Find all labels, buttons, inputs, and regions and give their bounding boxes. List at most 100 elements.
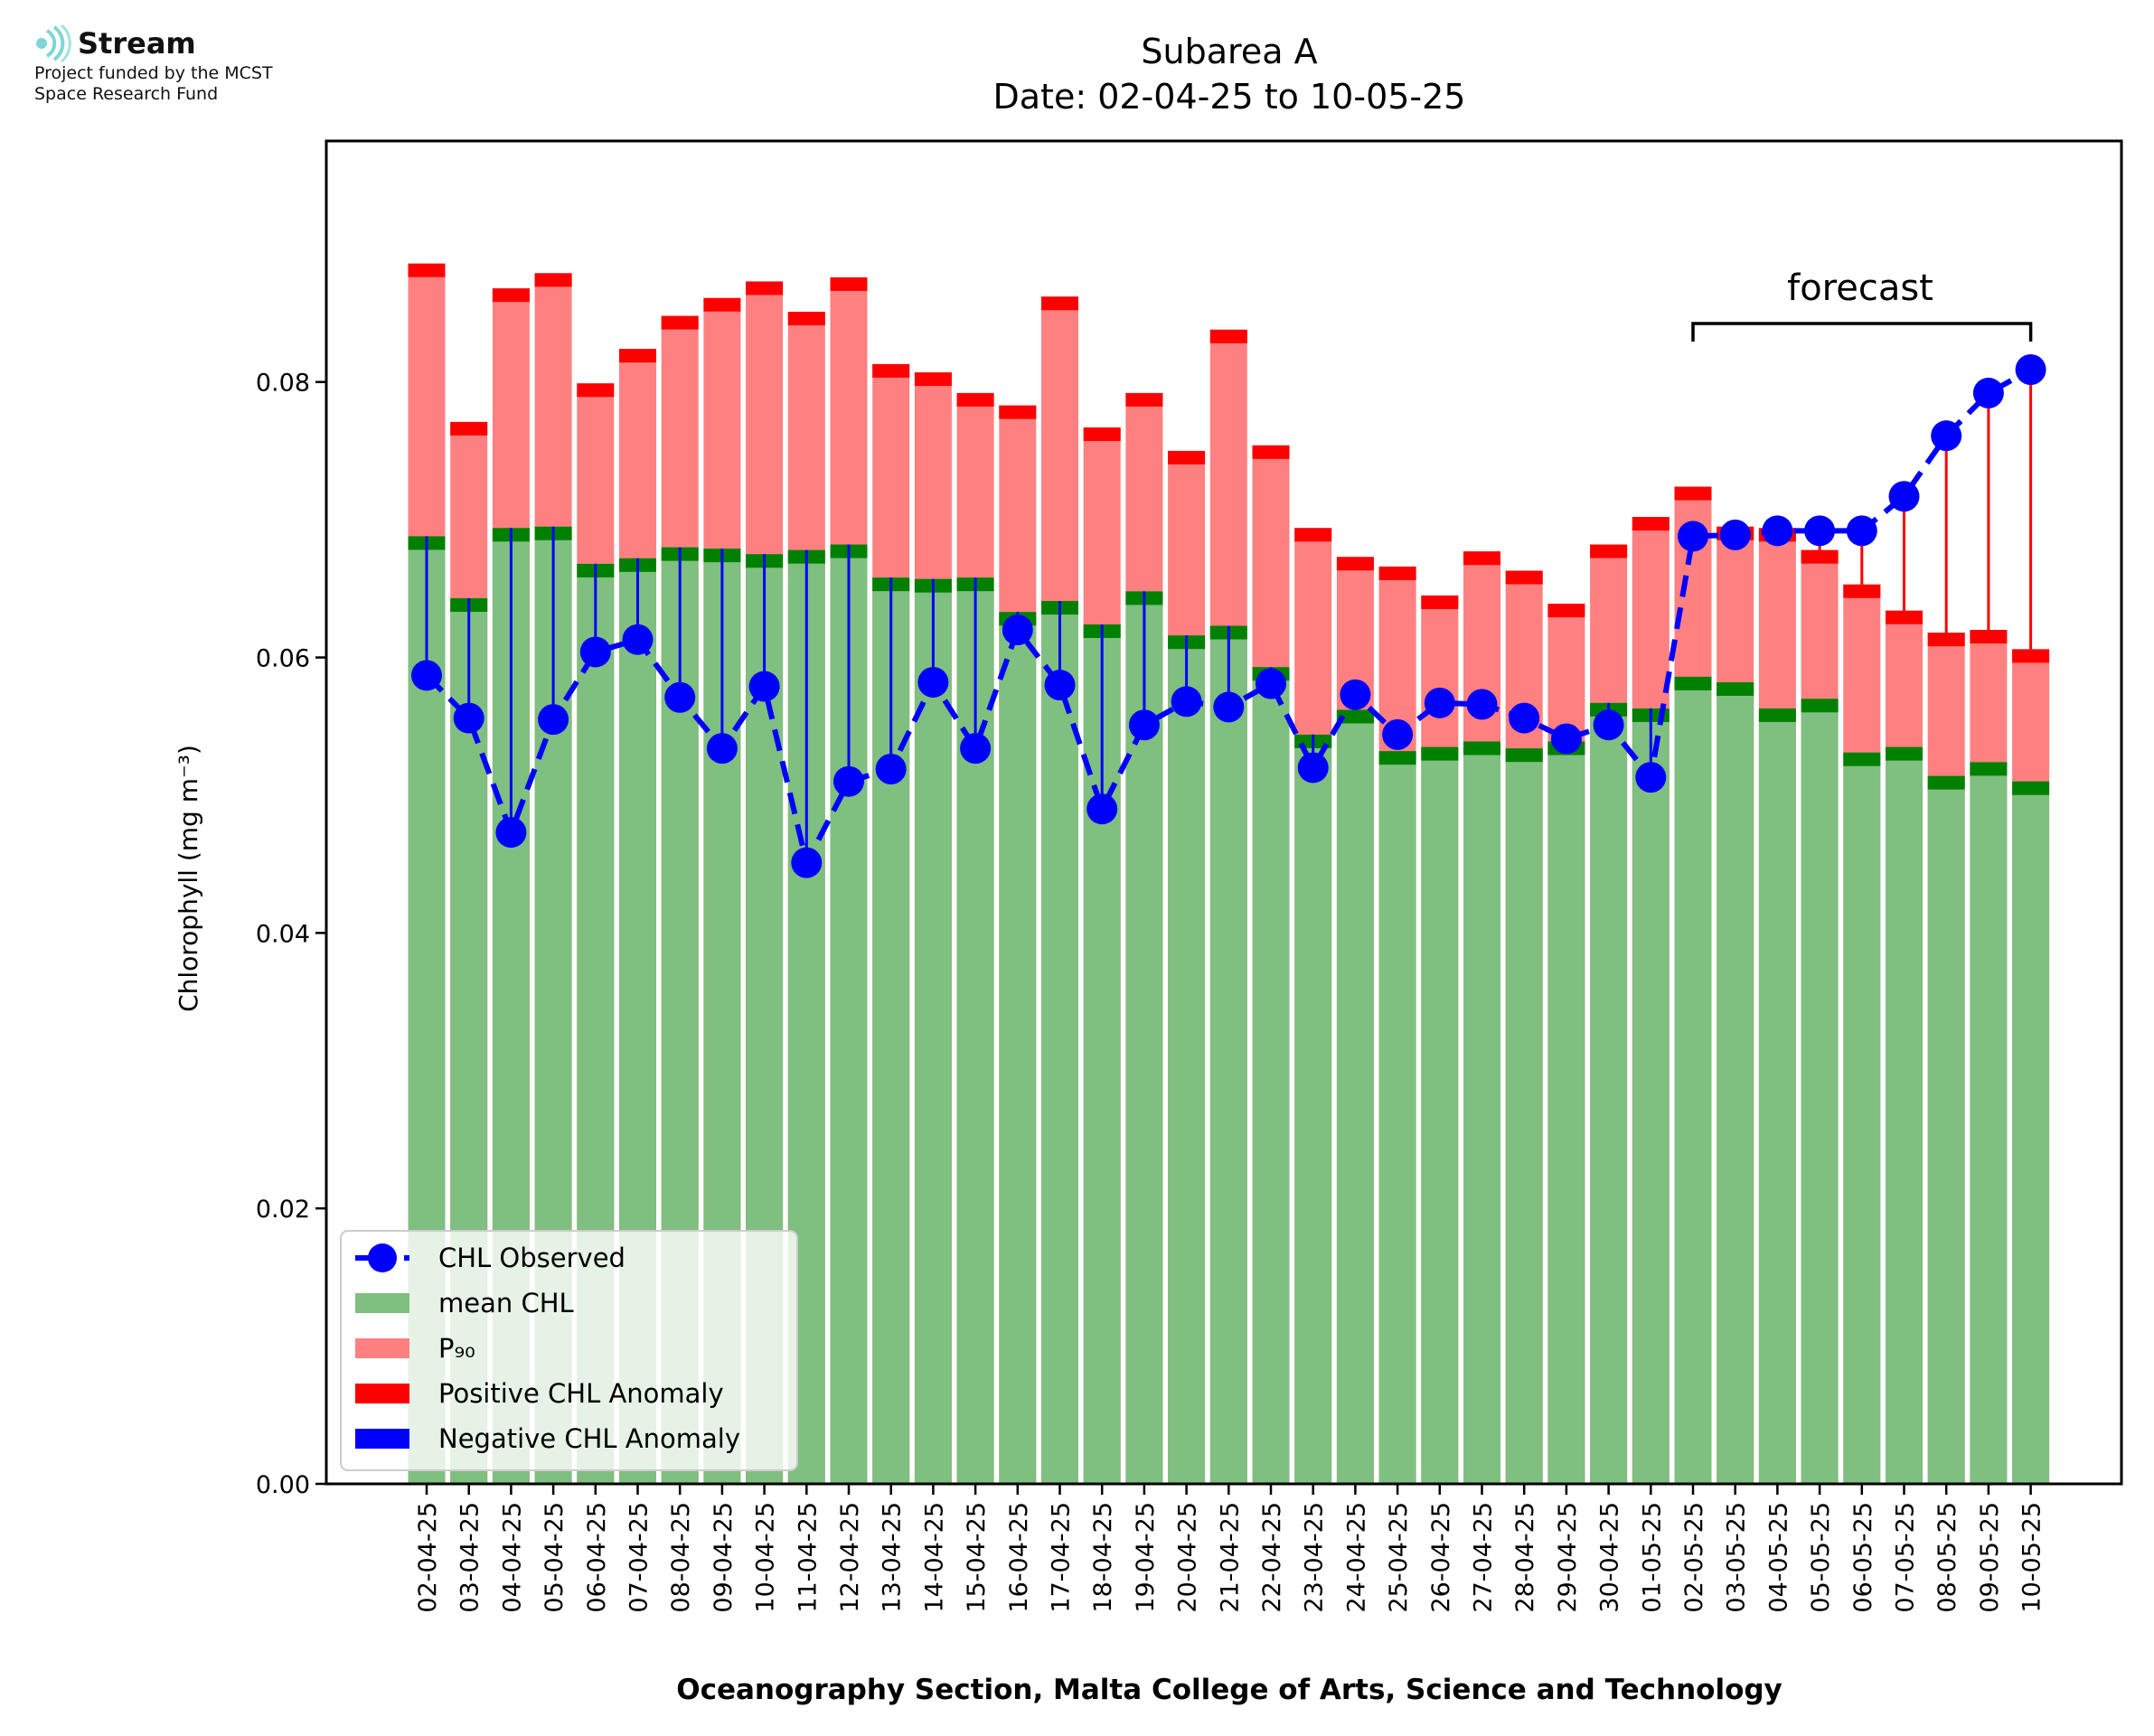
mean-bar	[1717, 681, 1754, 1484]
mean-bar	[1209, 625, 1247, 1484]
p90-bar-edge	[2012, 649, 2050, 663]
mean-bar	[1168, 635, 1206, 1484]
logo-funding-line-2: Space Research Fund	[34, 84, 219, 104]
p90-bar-edge	[450, 421, 488, 436]
x-tick-label: 08-05-25	[1933, 1502, 1961, 1613]
x-tick-label: 28-04-25	[1511, 1502, 1539, 1613]
logo-funding-line-1: Project funded by the MCST	[34, 63, 273, 83]
mean-bar	[1801, 699, 1839, 1484]
mean-bar	[1590, 702, 1628, 1484]
chl-observed-point	[1297, 752, 1329, 784]
x-tick-label: 29-04-25	[1554, 1502, 1582, 1613]
chart-subtitle: Date: 02-04-25 to 10-05-25	[993, 77, 1466, 117]
mean-bar	[1421, 746, 1459, 1484]
chl-observed-point	[706, 733, 738, 765]
x-tick-label: 15-04-25	[963, 1502, 991, 1613]
chl-observed-point	[1550, 723, 1582, 755]
chl-observed-point	[1804, 515, 1836, 547]
legend-patch	[355, 1429, 409, 1449]
legend-patch	[355, 1338, 409, 1358]
x-tick-label: 06-04-25	[583, 1502, 611, 1613]
x-tick-label: 04-04-25	[498, 1502, 526, 1613]
p90-bar-edge	[1125, 392, 1163, 407]
p90-bar-edge	[914, 372, 952, 387]
mean-bar	[1041, 601, 1078, 1484]
mean-bar	[1674, 676, 1712, 1484]
p90-bar-edge	[872, 363, 910, 378]
p90-bar-edge	[1041, 296, 1078, 311]
mean-bar	[1970, 762, 2008, 1484]
x-tick-label: 09-04-25	[710, 1502, 738, 1613]
x-tick-label: 08-04-25	[667, 1502, 695, 1613]
p90-bar-edge	[1547, 604, 1585, 618]
mean-bar-edge	[1674, 676, 1712, 690]
p90-bar-edge	[1463, 551, 1500, 566]
y-tick-label: 0.08	[256, 370, 310, 398]
stream-logo: Stream Project funded by the MCST Space …	[34, 23, 273, 105]
chl-observed-point	[453, 702, 484, 734]
p90-bar-edge	[661, 315, 699, 330]
x-tick-label: 14-04-25	[920, 1502, 948, 1613]
stream-logo-icon	[36, 23, 71, 63]
logo-name: Stream	[78, 26, 196, 61]
mean-bar	[999, 612, 1037, 1484]
p90-bar-edge	[1083, 427, 1121, 442]
legend: CHL Observed mean CHL P₉₀ Positive CHL Anom…	[340, 1230, 798, 1471]
chl-observed-point	[1719, 519, 1751, 550]
x-tick-label: 01-05-25	[1638, 1502, 1666, 1613]
chart-title: Subarea A	[1141, 32, 1317, 71]
mean-bar-edge	[1801, 699, 1839, 713]
chl-observed-point	[579, 636, 611, 668]
chl-observed-point	[1846, 515, 1877, 547]
x-tick-label: 07-04-25	[626, 1502, 654, 1613]
mean-bar	[1252, 667, 1290, 1484]
mean-bar-edge	[1717, 681, 1754, 696]
p90-bar-edge	[534, 273, 572, 287]
chl-observed-point	[1931, 420, 1962, 452]
p90-bar-edge	[1970, 630, 2008, 644]
mean-bar	[914, 578, 952, 1484]
chl-observed-point	[1593, 709, 1624, 741]
p90-bar-edge	[1294, 528, 1332, 542]
p90-bar-edge	[1378, 566, 1416, 580]
chl-observed-point	[1888, 481, 1920, 512]
x-tick-label: 26-04-25	[1427, 1502, 1455, 1613]
x-tick-label: 21-04-25	[1216, 1502, 1244, 1613]
y-tick-label: 0.00	[256, 1471, 310, 1499]
p90-bar-edge	[1886, 610, 1923, 624]
p90-bar-edge	[787, 311, 825, 325]
legend-label: mean CHL	[438, 1288, 574, 1318]
p90-bar-edge	[830, 277, 868, 291]
chl-observed-point	[917, 666, 949, 698]
y-tick-label: 0.02	[256, 1196, 310, 1224]
p90-bar-edge	[1336, 557, 1374, 571]
x-tick-label: 17-04-25	[1048, 1502, 1076, 1613]
p90-bar-edge	[703, 297, 741, 312]
mean-bar-edge	[1970, 762, 2008, 776]
mean-bar	[1505, 748, 1543, 1484]
p90-bar-edge	[956, 392, 994, 407]
chl-observed-point	[960, 733, 992, 765]
legend-box	[340, 1230, 798, 1471]
mean-bar	[1294, 734, 1332, 1484]
x-tick-label: 05-05-25	[1807, 1502, 1835, 1613]
legend-label: CHL Observed	[438, 1243, 626, 1273]
chl-observed-point	[622, 624, 654, 655]
mean-bar-edge	[2012, 781, 2050, 795]
mean-bar-edge	[1378, 751, 1416, 765]
chl-observed-point	[833, 765, 864, 797]
p90-bar-edge	[1252, 445, 1290, 459]
mean-bar	[1463, 741, 1500, 1484]
y-axis-label: Chlorophyll (mg m⁻³)	[174, 745, 203, 1012]
x-tick-label: 04-05-25	[1764, 1502, 1792, 1613]
mean-bar	[2012, 781, 2050, 1484]
p90-bar-edge	[492, 288, 530, 303]
chl-observed-point	[664, 681, 696, 713]
chl-observed-point	[1086, 793, 1118, 825]
chl-observed-point	[1635, 762, 1667, 793]
legend-patch	[355, 1293, 409, 1313]
mean-bar-edge	[1336, 709, 1374, 724]
x-tick-label: 22-04-25	[1258, 1502, 1286, 1613]
mean-bar-edge	[1505, 748, 1543, 763]
